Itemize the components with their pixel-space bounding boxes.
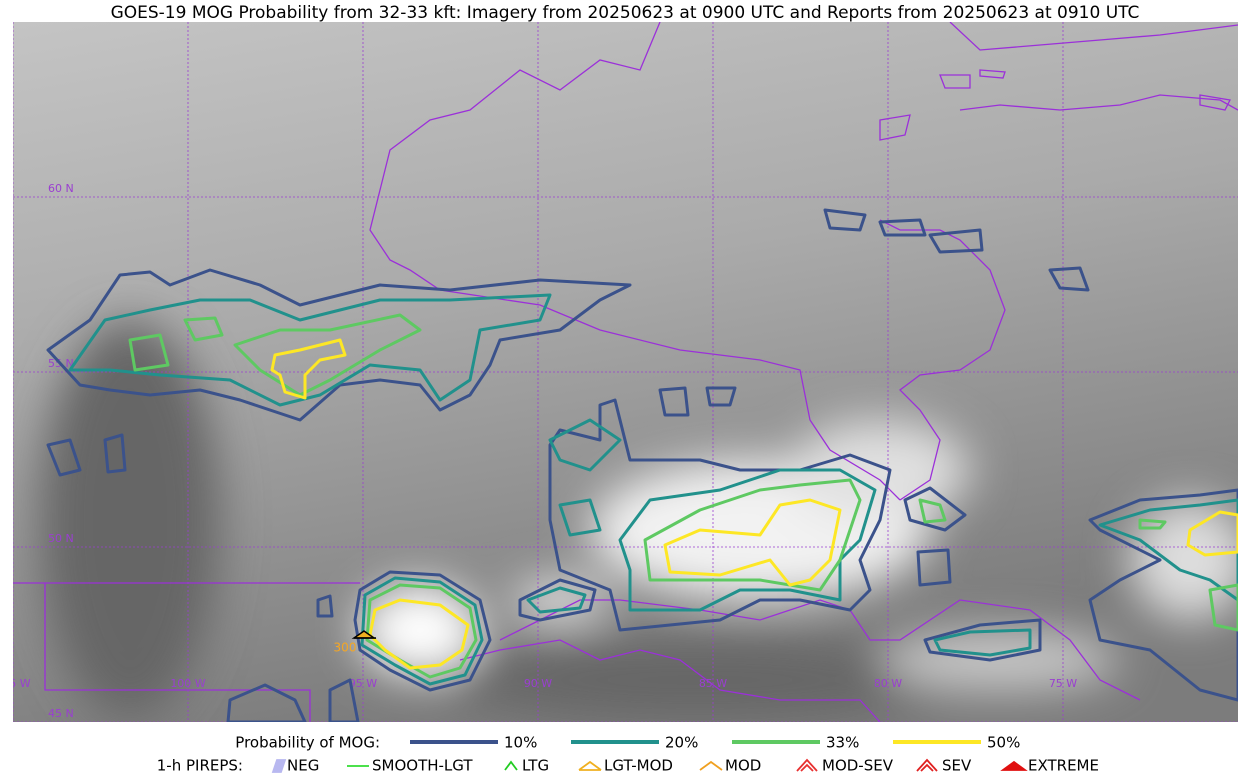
pirep-swatch xyxy=(796,758,818,772)
longitude-label: 90 W xyxy=(524,677,552,690)
contour xyxy=(933,498,1238,657)
longitude-label: 75 W xyxy=(1049,677,1077,690)
contour xyxy=(903,486,1042,662)
contour xyxy=(518,578,597,622)
contour xyxy=(548,398,892,632)
map-title: GOES-19 MOG Probability from 32-33 kft: … xyxy=(111,3,1140,23)
contour xyxy=(918,498,1238,632)
contour xyxy=(526,498,602,614)
latitude-label: 60 N xyxy=(48,182,74,195)
pirep-swatch xyxy=(504,760,518,771)
pirep-report: 300 xyxy=(334,630,377,655)
longitude-label: 100 W xyxy=(170,677,205,690)
longitude-label: 85 W xyxy=(699,677,727,690)
pirep-swatch xyxy=(578,760,602,771)
contour xyxy=(823,208,1090,292)
pirep-swatch xyxy=(699,760,723,771)
pirep-swatch xyxy=(271,759,287,773)
legend-label: MOD xyxy=(725,757,761,775)
longitude-label: 80 W xyxy=(874,677,902,690)
contour xyxy=(353,570,492,692)
contour xyxy=(643,478,862,592)
legend-label: 33% xyxy=(826,734,859,752)
legend-label: LTG xyxy=(522,757,549,775)
legend-label: NEG xyxy=(287,757,319,775)
latitude-label: 45 N xyxy=(48,707,74,720)
legend-label: 50% xyxy=(987,734,1020,752)
contour xyxy=(360,576,484,686)
latitude-label: 50 N xyxy=(48,532,74,545)
contour xyxy=(663,498,842,587)
legend-label: 10% xyxy=(504,734,537,752)
legend: Probability of MOG: 10% 20% 33% 50% 1-h PIREP… xyxy=(157,734,1099,775)
contour xyxy=(1186,510,1238,557)
legend-label: LGT-MOD xyxy=(604,757,673,775)
pirep-swatch xyxy=(1000,760,1028,771)
contour xyxy=(46,386,737,477)
contour xyxy=(46,268,632,422)
legend-label: SMOOTH-LGT xyxy=(372,757,473,775)
contour xyxy=(368,598,470,670)
legend-label: EXTREME xyxy=(1028,757,1099,775)
legend-label: SEV xyxy=(942,757,972,775)
longitude-label: 95 W xyxy=(349,677,377,690)
contour xyxy=(270,338,347,400)
longitude-label: 105 W xyxy=(0,677,31,690)
contour xyxy=(128,313,422,397)
legend-label: MOD-SEV xyxy=(822,757,894,775)
coastlines xyxy=(13,22,1238,722)
contours xyxy=(46,208,1238,722)
pirep-swatch xyxy=(916,758,938,772)
legend-label: 20% xyxy=(665,734,698,752)
contour xyxy=(68,293,552,407)
pirep-altitude: 300 xyxy=(334,641,357,655)
contour xyxy=(1088,488,1238,702)
legend-title: 1-h PIREPS: xyxy=(157,757,243,775)
legend-title: Probability of MOG: xyxy=(235,734,380,752)
contour xyxy=(226,594,360,722)
